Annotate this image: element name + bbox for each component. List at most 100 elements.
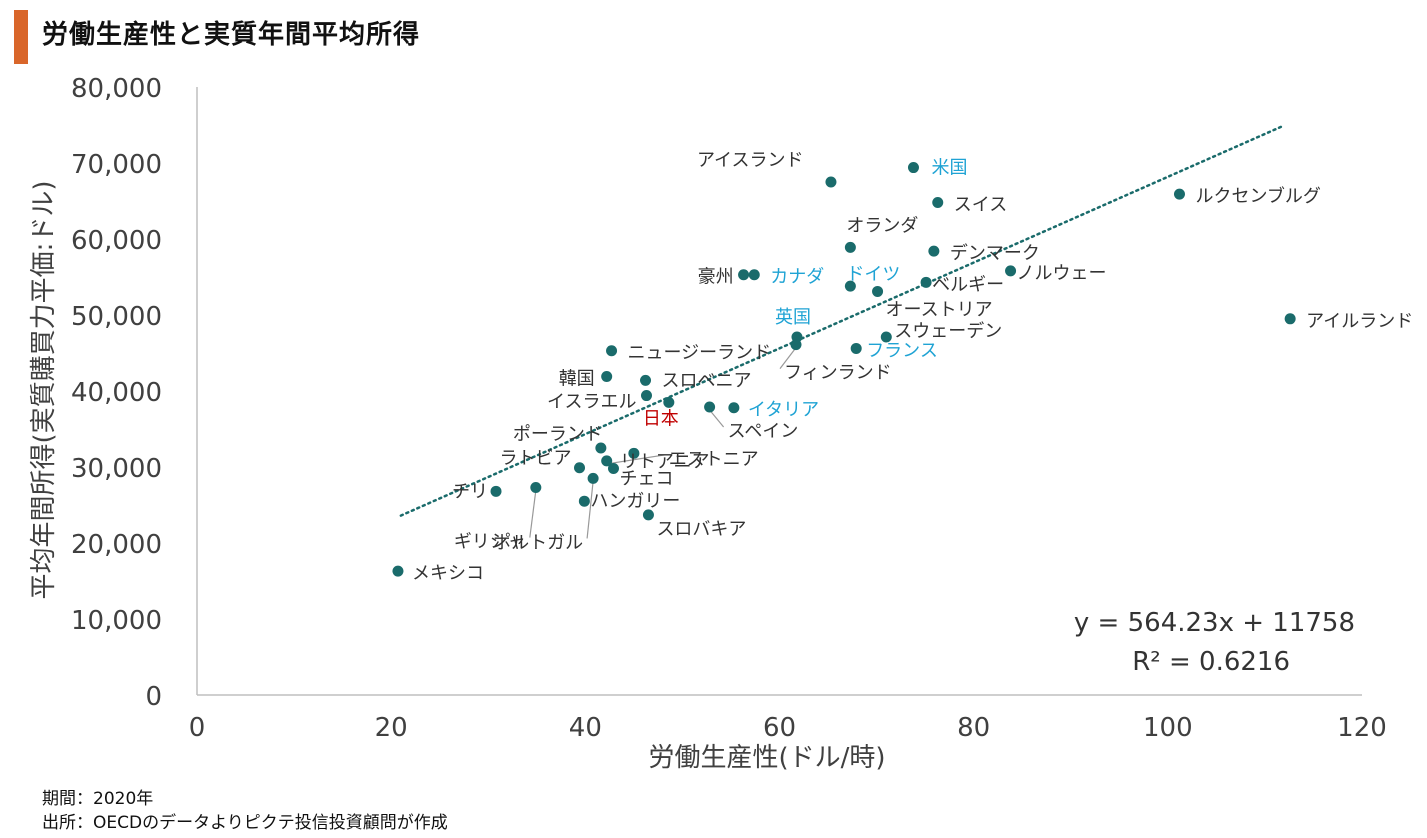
data-point (880, 331, 892, 343)
data-point (704, 401, 716, 413)
regression-equation: y = 564.23x + 11758 (1074, 608, 1355, 638)
point-label: アイルランド (1306, 311, 1413, 332)
point-label: リトアニア (620, 451, 710, 472)
trendline (399, 124, 1286, 517)
data-point (601, 371, 613, 383)
point-label: イスラエル (547, 392, 636, 413)
data-point (850, 342, 862, 354)
point-label: スロバキア (656, 519, 746, 540)
point-label: 豪州 (698, 267, 734, 288)
axes: 0 20 40 60 80 100 120 0 10,000 20,000 30,000 40,000… (71, 74, 1387, 743)
y-tick-label: 20,000 (71, 530, 162, 560)
point-label: 韓国 (559, 369, 595, 390)
x-tick-label: 20 (375, 713, 408, 743)
data-point (587, 472, 599, 484)
point-label: カナダ (770, 267, 824, 288)
data-point (1284, 313, 1296, 325)
y-tick-label: 0 (145, 682, 162, 712)
data-point (1173, 188, 1185, 200)
trend-line (399, 124, 1286, 517)
leader-line (779, 347, 797, 370)
point-label: フィンランド (784, 363, 892, 384)
data-point (790, 339, 802, 351)
point-label: ノルウェー (1017, 263, 1107, 284)
leader-line (529, 490, 537, 538)
data-point (530, 482, 542, 494)
point-label: オーストリア (886, 299, 993, 320)
point-label: スロベニア (662, 370, 752, 391)
data-point (601, 455, 613, 467)
data-point (1005, 265, 1017, 277)
x-tick-label: 120 (1337, 713, 1387, 743)
point-label: スペイン (728, 421, 799, 442)
point-label: イタリア (748, 400, 819, 421)
point-label: ルクセンブルグ (1195, 185, 1320, 207)
y-tick-label: 10,000 (71, 606, 162, 636)
point-label: ニュージーランド (628, 343, 772, 364)
point-label: ギリシャ (454, 532, 526, 553)
data-point (825, 176, 837, 188)
leader-line (586, 481, 594, 539)
data-point (490, 485, 502, 497)
chart-title: 労働生産性と実質年間平均所得 (42, 20, 421, 50)
x-tick-label: 0 (189, 713, 206, 743)
point-label: ポーランド (513, 424, 603, 445)
data-point (920, 276, 932, 288)
point-label: フランス (866, 340, 938, 361)
y-tick-label: 30,000 (71, 454, 162, 484)
x-tick-label: 40 (569, 713, 602, 743)
data-point (595, 442, 607, 454)
point-label: ハンガリー (590, 491, 680, 512)
point-label: ベルギー (932, 274, 1004, 295)
y-tick-label: 40,000 (71, 378, 162, 408)
point-label: メキシコ (412, 563, 484, 584)
leader-lines (529, 347, 797, 539)
point-label: 米国 (931, 158, 967, 179)
point-label: ラトビア (500, 448, 572, 469)
data-point (844, 280, 856, 292)
point-label: スイス (954, 195, 1007, 216)
x-tick-label: 80 (957, 713, 990, 743)
point-label: スウェーデン (894, 321, 1002, 342)
period-note: 期間：2020年 (42, 789, 154, 809)
point-label: オランダ (846, 215, 918, 236)
point-label: アイスランド (697, 150, 804, 171)
data-point (907, 162, 919, 174)
data-point (640, 374, 652, 386)
point-label: チェコ (619, 469, 673, 490)
data-point (574, 462, 586, 474)
y-tick-label: 80,000 (71, 74, 162, 104)
data-point (628, 447, 640, 459)
data-point (738, 269, 750, 281)
data-point (928, 245, 940, 257)
point-label: デンマーク (950, 243, 1040, 264)
x-axis-label: 労働生産性(ドル/時) (648, 743, 885, 773)
point-label: 日本 (643, 408, 679, 429)
leader-line (709, 409, 725, 428)
data-point (728, 402, 740, 414)
title-accent-bar (14, 10, 28, 64)
point-label: チリ (452, 481, 488, 502)
data-point (872, 285, 884, 297)
data-point (640, 390, 652, 402)
y-tick-label: 50,000 (71, 302, 162, 332)
point-label: ポルトガル (493, 532, 583, 553)
data-point (606, 345, 618, 357)
x-tick-label: 100 (1143, 713, 1193, 743)
data-point (932, 197, 944, 209)
data-point (578, 495, 590, 507)
data-point (642, 509, 654, 521)
y-tick-label: 60,000 (71, 226, 162, 256)
data-point (392, 565, 404, 577)
r-squared: R² = 0.6216 (1132, 647, 1290, 677)
y-axis-label: 平均年間所得(実質購買力平価:ドル) (29, 180, 59, 599)
source-note: 出所：OECDのデータよりピクテ投信投資顧問が作成 (42, 813, 448, 833)
point-label: エストニア (669, 449, 759, 470)
data-point (748, 269, 760, 281)
point-label: 英国 (775, 307, 811, 328)
leader-line (606, 454, 665, 465)
data-points (392, 162, 1296, 577)
point-label: ドイツ (846, 264, 900, 285)
